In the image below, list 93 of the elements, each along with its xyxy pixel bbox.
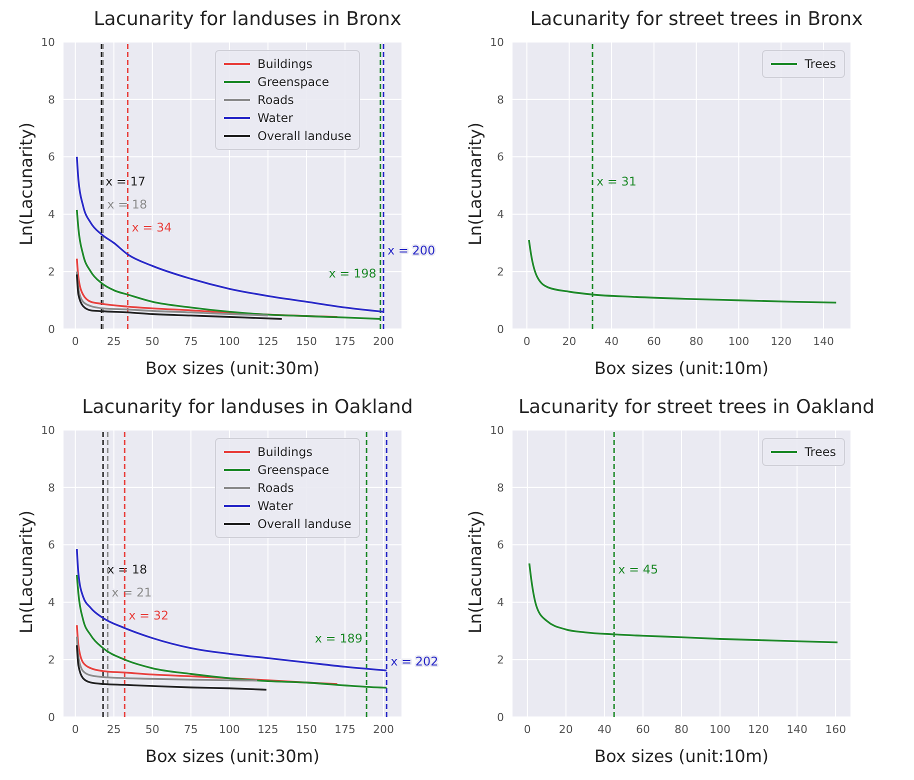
- legend-label: Trees: [804, 444, 836, 461]
- chart-title: Lacunarity for street trees in Oakland: [517, 396, 876, 420]
- ref-line-label: x = 202: [390, 654, 438, 668]
- y-tick-label: 6: [497, 150, 504, 164]
- x-tick-label: 80: [674, 722, 688, 736]
- y-axis-title: Ln(Lacunarity): [17, 122, 38, 246]
- x-tick-label: 0: [72, 722, 79, 736]
- x-tick-label: 200: [373, 722, 394, 736]
- x-axis-title: Box sizes (unit:30m): [145, 359, 320, 379]
- y-tick-label: 10: [41, 424, 55, 437]
- ref-line-label: x = 32: [128, 608, 169, 622]
- x-tick-label: 100: [218, 722, 240, 736]
- x-tick-label: 75: [184, 722, 198, 736]
- x-tick-label: 100: [728, 334, 750, 348]
- x-tick-label: 40: [597, 722, 612, 736]
- ref-line-label: x = 45: [618, 562, 658, 576]
- ref-line-label: x = 18: [107, 197, 148, 212]
- x-tick-label: 80: [689, 334, 704, 348]
- chart-title: Lacunarity for street trees in Bronx: [529, 8, 864, 32]
- x-tick-label: 140: [786, 722, 808, 736]
- chart-title: Lacunarity for landuses in Oakland: [81, 396, 414, 420]
- y-tick-label: 8: [48, 481, 55, 494]
- x-tick-label: 20: [558, 722, 573, 736]
- legend-label: Water: [258, 110, 294, 127]
- x-tick-label: 40: [604, 334, 619, 348]
- x-tick-label: 120: [748, 722, 770, 736]
- ref-line-label: x = 31: [596, 174, 637, 188]
- y-tick-label: 6: [48, 538, 55, 552]
- ref-line-label: x = 200: [388, 243, 436, 258]
- x-tick-label: 125: [257, 722, 278, 736]
- y-tick-label: 8: [48, 93, 55, 106]
- ref-line-label: x = 198: [328, 266, 376, 280]
- y-axis-title: Ln(Lacunarity): [466, 510, 486, 634]
- x-tick-label: 120: [770, 334, 792, 348]
- y-tick-label: 0: [497, 322, 504, 336]
- legend-label: Buildings: [258, 56, 312, 73]
- x-tick-label: 175: [334, 722, 356, 736]
- y-tick-label: 0: [48, 322, 55, 336]
- x-tick-label: 150: [296, 334, 317, 348]
- x-tick-label: 0: [524, 722, 531, 736]
- y-tick-label: 6: [48, 150, 55, 164]
- x-tick-label: 100: [710, 722, 731, 736]
- x-tick-label: 160: [825, 722, 846, 736]
- y-tick-label: 2: [48, 266, 55, 279]
- y-tick-label: 2: [48, 654, 55, 667]
- y-tick-label: 8: [497, 481, 504, 494]
- y-tick-label: 4: [48, 596, 55, 610]
- y-tick-label: 4: [497, 208, 504, 222]
- x-tick-label: 25: [106, 722, 121, 736]
- chart-title: Lacunarity for landuses in Bronx: [92, 8, 402, 32]
- legend-label: Overall landuse: [258, 128, 352, 145]
- x-tick-label: 125: [257, 334, 278, 348]
- legend-label: Overall landuse: [258, 516, 352, 533]
- y-tick-label: 0: [497, 710, 504, 724]
- legend-label: Greenspace: [258, 462, 330, 479]
- y-axis-title: Ln(Lacunarity): [17, 510, 38, 634]
- x-tick-label: 175: [334, 334, 356, 348]
- x-tick-label: 50: [145, 722, 160, 736]
- legend-label: Greenspace: [258, 74, 330, 91]
- x-tick-label: 200: [373, 334, 394, 348]
- y-tick-label: 2: [497, 266, 504, 279]
- x-tick-label: 100: [218, 334, 240, 348]
- y-axis-title: Ln(Lacunarity): [466, 122, 486, 246]
- x-axis-title: Box sizes (unit:30m): [145, 747, 320, 767]
- y-tick-label: 10: [490, 424, 504, 437]
- legend-label: Buildings: [258, 444, 312, 461]
- y-tick-label: 6: [497, 538, 504, 552]
- x-axis-title: Box sizes (unit:10m): [594, 747, 769, 767]
- y-tick-label: 10: [490, 36, 504, 49]
- x-tick-label: 60: [646, 334, 661, 348]
- legend-label: Roads: [258, 92, 294, 109]
- x-tick-label: 0: [523, 334, 530, 348]
- y-tick-label: 2: [497, 654, 504, 667]
- x-tick-label: 25: [106, 334, 121, 348]
- legend-label: Water: [258, 498, 294, 515]
- x-tick-label: 150: [296, 722, 317, 736]
- y-tick-label: 4: [497, 596, 504, 610]
- y-tick-label: 4: [48, 208, 55, 222]
- x-tick-label: 75: [184, 334, 198, 348]
- x-tick-label: 50: [145, 334, 160, 348]
- x-tick-label: 20: [562, 334, 576, 348]
- ref-line-label: x = 34: [132, 220, 172, 234]
- ref-line-label: x = 17: [106, 174, 146, 188]
- legend-label: Trees: [804, 56, 836, 73]
- x-tick-label: 0: [72, 334, 79, 348]
- ref-line-label: x = 189: [314, 631, 363, 646]
- y-tick-label: 0: [48, 710, 55, 724]
- x-axis-title: Box sizes (unit:10m): [594, 359, 769, 379]
- y-tick-label: 10: [41, 36, 55, 49]
- y-tick-label: 8: [497, 93, 504, 106]
- x-tick-label: 140: [812, 334, 834, 348]
- x-tick-label: 60: [636, 722, 650, 736]
- legend-label: Roads: [258, 480, 294, 497]
